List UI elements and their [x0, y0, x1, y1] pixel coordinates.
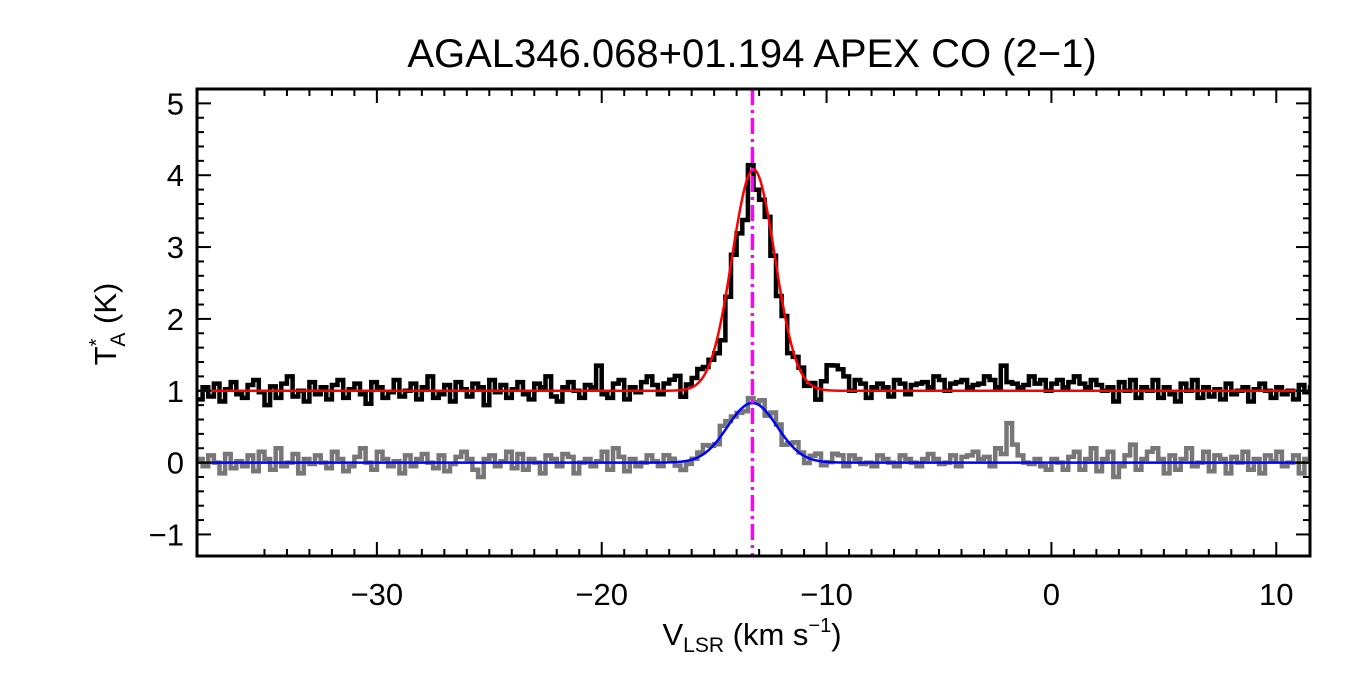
- spectrum-histogram-0: [197, 162, 1310, 408]
- y-tick-label: 5: [167, 86, 184, 121]
- x-tick-label: −20: [575, 577, 628, 612]
- y-axis-label-sub: A: [107, 333, 130, 347]
- axes: [195, 87, 1312, 558]
- y-axis-label-main: T: [88, 346, 123, 365]
- x-axis-label-sub: LSR: [683, 634, 724, 657]
- y-tick-label: −1: [149, 517, 184, 552]
- x-axis-label-units: (km s: [724, 617, 808, 652]
- plot-area: [197, 89, 1310, 556]
- y-tick-label: 1: [167, 374, 184, 409]
- x-tick-label: 10: [1259, 577, 1293, 612]
- y-tick-label: 4: [167, 158, 184, 193]
- x-tick-label: −30: [351, 577, 404, 612]
- x-axis-label-main: V: [662, 617, 683, 652]
- x-tick-label: 0: [1043, 577, 1060, 612]
- chart-title: AGAL346.068+01.194 APEX CO (2−1): [407, 32, 1096, 76]
- y-axis-label: T*A (K): [86, 283, 130, 366]
- y-tick-label: 2: [167, 302, 184, 337]
- y-tick-label: 3: [167, 230, 184, 265]
- plot-frame: [195, 87, 1312, 558]
- x-axis-label-end: ): [831, 617, 841, 652]
- x-tick-label: −10: [800, 577, 853, 612]
- y-axis-label-units: (K): [88, 283, 123, 333]
- x-axis-label-sup: −1: [808, 615, 831, 637]
- y-tick-label: 0: [167, 446, 184, 481]
- y-axis-label-sup: *: [86, 338, 108, 346]
- x-axis-label: VLSR (km s−1): [662, 615, 841, 657]
- spectrum-histogram-2: [197, 395, 1310, 480]
